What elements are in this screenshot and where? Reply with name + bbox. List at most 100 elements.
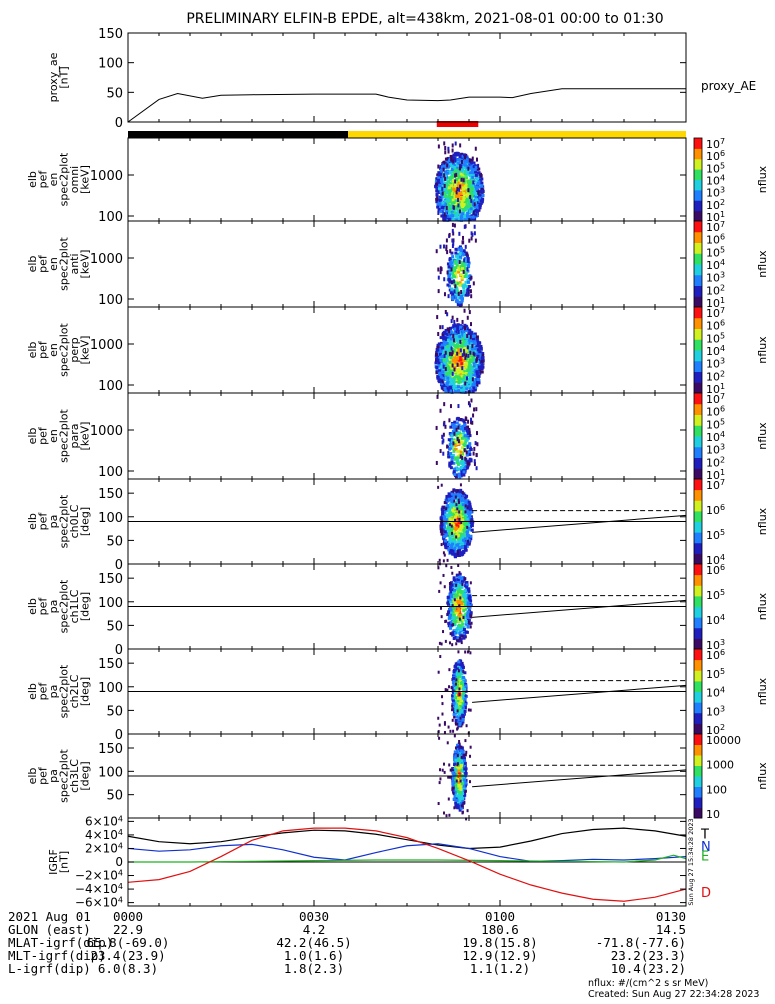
omni-spectrogram-pixel [461, 183, 464, 186]
omni-spectrogram-pixel [474, 192, 477, 195]
ch2LC-spectrogram-pixel [469, 651, 471, 654]
ch0LC-spectrogram-pixel [451, 525, 453, 528]
ch0LC-spectrogram-colorbar-tick: 105 [706, 528, 725, 543]
ch2LC-spectrogram-pixel [453, 670, 456, 673]
para-spectrogram-pixel [453, 432, 455, 436]
omni-spectrogram-pixel [457, 198, 459, 202]
ch1LC-spectrogram-ytick-label: 100 [98, 596, 123, 611]
ch0LC-spectrogram-pixel [455, 503, 457, 506]
ch1LC-spectrogram-pixel [460, 577, 463, 580]
para-spectrogram-pixel [474, 459, 476, 463]
para-spectrogram-pixel [462, 474, 465, 477]
ch0LC-spectrogram-pixel [451, 532, 453, 535]
para-spectrogram-pixel [447, 455, 450, 458]
para-spectrogram-pixel [469, 461, 471, 465]
perp-spectrogram-pixel [464, 333, 467, 336]
omni-spectrogram-pixel [463, 209, 466, 212]
perp-spectrogram-pixel [436, 315, 438, 319]
omni-spectrogram-pixel [475, 147, 477, 151]
perp-spectrogram-pixel [436, 348, 438, 352]
anti-spectrogram-pixel [444, 292, 446, 296]
omni-spectrogram-pixel [459, 155, 462, 158]
omni-spectrogram-colorbar-label: nflux [756, 165, 769, 193]
ch1LC-spectrogram-colorbar-swatch [694, 575, 702, 586]
ch0LC-spectrogram-colorbar-swatch [694, 479, 702, 490]
anti-spectrogram-pixel [471, 233, 473, 237]
ch1LC-spectrogram-pixel [461, 641, 463, 644]
perp-spectrogram-pixel [452, 363, 454, 367]
omni-spectrogram-pixel [480, 174, 483, 177]
perp-spectrogram-pixel [456, 377, 459, 380]
ch0LC-spectrogram-pixel [469, 535, 472, 538]
omni-spectrogram-pixel [450, 184, 453, 187]
ch1LC-spectrogram-pixel [451, 572, 453, 575]
ch0LC-spectrogram-pixel [444, 540, 447, 543]
omni-spectrogram-pixel [445, 158, 448, 161]
perp-spectrogram-pixel [446, 377, 449, 380]
perp-spectrogram-colorbar-swatch [694, 329, 702, 340]
ch2LC-spectrogram-pixel [464, 710, 467, 713]
ch0LC-spectrogram-colorbar-tick: 106 [706, 503, 725, 518]
para-spectrogram-pixel [475, 407, 477, 411]
omni-spectrogram-pixel [455, 142, 457, 146]
ch0LC-spectrogram-pixel [453, 547, 456, 550]
perp-spectrogram-pixel [451, 319, 453, 323]
ch0LC-spectrogram-pixel [464, 510, 466, 513]
para-spectrogram-pixel [473, 407, 475, 411]
ch0LC-spectrogram-pixel [439, 559, 441, 562]
omni-spectrogram-pixel [465, 171, 468, 174]
para-spectrogram-pixel [470, 398, 472, 402]
ch2LC-spectrogram-colorbar-swatch [694, 713, 702, 724]
para-spectrogram-pixel [470, 418, 472, 422]
ch0LC-spectrogram-pixel [455, 495, 457, 498]
ch2LC-spectrogram-pixel [441, 713, 443, 716]
ch1LC-spectrogram-colorbar-swatch [694, 617, 702, 628]
perp-spectrogram-pixel [466, 376, 468, 380]
ch1LC-spectrogram-pixel [459, 618, 461, 621]
perp-spectrogram-pixel [465, 387, 468, 390]
omni-spectrogram-colorbar-swatch [694, 148, 702, 159]
omni-spectrogram-pixel [475, 174, 478, 177]
ch0LC-spectrogram-pixel [446, 513, 449, 516]
para-spectrogram-pixel [471, 458, 473, 462]
ch0LC-spectrogram-colorbar-tick: 107 [706, 478, 725, 493]
anti-spectrogram-pixel [468, 239, 470, 243]
proxy-ae-series-label: proxy_AE [701, 79, 756, 93]
anti-spectrogram-pixel [465, 245, 467, 249]
para-spectrogram-ylabel-5: [keV] [78, 422, 91, 451]
ch0LC-spectrogram-pixel [466, 542, 469, 545]
ch1LC-spectrogram-pixel [450, 566, 452, 569]
proxy-ae-ylabel-1: [nT] [57, 66, 70, 88]
ch2LC-spectrogram-pixel [463, 688, 466, 691]
perp-spectrogram-pixel [452, 334, 454, 338]
omni-spectrogram-pixel [467, 167, 469, 171]
para-spectrogram-colorbar-label: nflux [756, 422, 769, 450]
ch1LC-spectrogram-pixel [444, 585, 446, 588]
ch0LC-spectrogram-pixel [451, 543, 454, 546]
perp-spectrogram-pixel [461, 330, 464, 333]
perp-spectrogram-pixel [473, 364, 476, 367]
ch0LC-spectrogram-pixel [440, 530, 443, 533]
perp-spectrogram-pixel [453, 368, 455, 372]
ch0LC-spectrogram-pixel [443, 559, 445, 562]
ch2LC-spectrogram-pixel [464, 651, 466, 654]
ch1LC-spectrogram-pixel [459, 637, 461, 640]
ch0LC-spectrogram-pixel [460, 483, 462, 486]
anti-spectrogram-pixel [448, 265, 451, 268]
ch1LC-spectrogram-ytick-label: 0 [115, 643, 123, 658]
ch0LC-spectrogram-pixel [448, 508, 451, 511]
omni-spectrogram-pixel [444, 146, 446, 150]
omni-spectrogram-colorbar-swatch [694, 138, 702, 149]
para-spectrogram-pixel [458, 425, 460, 429]
omni-spectrogram-pixel [446, 163, 448, 167]
anti-spectrogram-colorbar-swatch [694, 296, 702, 307]
omni-spectrogram-pixel [444, 150, 446, 154]
perp-spectrogram-pixel [463, 349, 465, 353]
perp-spectrogram-pixel [441, 371, 444, 374]
ch2LC-spectrogram-pixel [439, 724, 441, 727]
omni-spectrogram-pixel [478, 171, 481, 174]
omni-spectrogram-pixel [437, 165, 439, 169]
ch1LC-spectrogram-pixel [443, 574, 445, 577]
omni-spectrogram-pixel [475, 198, 478, 201]
